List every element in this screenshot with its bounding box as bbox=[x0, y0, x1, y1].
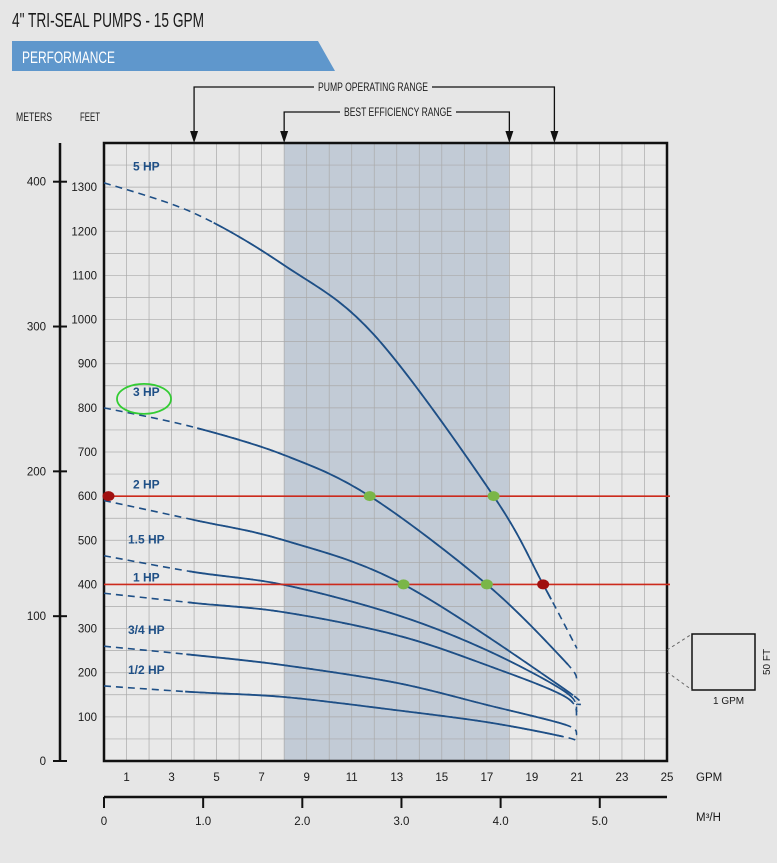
scale-box-width-label: 1 GPM bbox=[713, 696, 744, 707]
limit-point-red bbox=[102, 491, 115, 502]
page-title: 4" TRI-SEAL PUMPS - 15 GPM bbox=[12, 10, 204, 32]
scale-box-height-label: 50 FT bbox=[762, 649, 773, 675]
feet-tick-label: 600 bbox=[78, 491, 97, 503]
gpm-tick-label: 21 bbox=[571, 772, 584, 784]
plot-frame bbox=[102, 141, 669, 763]
meters-tick-label: 400 bbox=[27, 177, 46, 189]
gpm-tick-label: 15 bbox=[435, 772, 448, 784]
scale-box bbox=[691, 633, 756, 691]
meters-tick-label: 0 bbox=[40, 756, 46, 768]
pump-curve-1-2-hp bbox=[103, 685, 578, 743]
efficiency-point-green bbox=[363, 491, 376, 502]
curve-label: 3 HP bbox=[133, 385, 160, 399]
scale-leader-bottom bbox=[666, 671, 693, 691]
m3h-tick-label: 4.0 bbox=[493, 816, 509, 828]
feet-tick-label: 400 bbox=[78, 579, 97, 591]
meters-tick-label: 100 bbox=[27, 611, 46, 623]
curve-label: 5 HP bbox=[133, 160, 160, 174]
pump-curve-5-hp bbox=[103, 181, 578, 649]
feet-tick-label: 1000 bbox=[71, 315, 97, 327]
gpm-tick-label: 3 bbox=[168, 772, 174, 784]
feet-tick-label: 900 bbox=[78, 359, 97, 371]
gpm-tick-label: 5 bbox=[213, 772, 219, 784]
feet-tick-label: 800 bbox=[78, 403, 97, 415]
operating-range-bracket-arrow bbox=[190, 131, 199, 143]
feet-tick-label: 300 bbox=[78, 624, 97, 636]
feet-tick-label: 100 bbox=[78, 712, 97, 724]
pump-curve-1-5-hp bbox=[103, 554, 578, 713]
efficiency-point-green bbox=[397, 579, 410, 590]
section-title: PERFORMANCE bbox=[22, 48, 115, 67]
m3h-tick-label: 3.0 bbox=[393, 816, 409, 828]
efficiency-range-bracket-arrow bbox=[505, 131, 514, 143]
curve-label: 3/4 HP bbox=[128, 623, 165, 637]
gpm-tick-label: 7 bbox=[258, 772, 264, 784]
gpm-tick-label: 19 bbox=[525, 772, 538, 784]
feet-tick-label: 1200 bbox=[71, 226, 97, 238]
efficiency-range-bracket-arrow bbox=[280, 131, 289, 143]
efficiency-range-label: BEST EFFICIENCY RANGE bbox=[344, 107, 452, 119]
pump-curve-1-hp bbox=[103, 592, 578, 719]
limit-point-red bbox=[537, 579, 550, 590]
feet-tick-label: 700 bbox=[78, 447, 97, 459]
gpm-tick-label: 11 bbox=[346, 772, 358, 784]
m3h-axis-label: M³/H bbox=[696, 812, 721, 824]
gpm-tick-label: 25 bbox=[661, 772, 674, 784]
operating-range-label: PUMP OPERATING RANGE bbox=[318, 82, 428, 94]
highlight-circle bbox=[116, 382, 172, 415]
feet-tick-label: 1100 bbox=[72, 270, 97, 282]
gpm-tick-label: 9 bbox=[303, 772, 309, 784]
curve-label: 2 HP bbox=[133, 478, 160, 492]
meters-axis-label: METERS bbox=[16, 112, 52, 124]
gpm-tick-label: 17 bbox=[480, 772, 493, 784]
efficiency-point-green bbox=[487, 491, 500, 502]
feet-tick-label: 500 bbox=[78, 535, 97, 547]
m3h-tick-label: 0 bbox=[101, 816, 107, 828]
feet-tick-label: 1300 bbox=[71, 182, 97, 194]
operating-range-bracket bbox=[193, 86, 556, 137]
feet-axis-label: FEET bbox=[80, 112, 100, 124]
meters-tick-label: 300 bbox=[27, 322, 46, 334]
operating-range-bracket-arrow bbox=[550, 131, 559, 143]
feet-tick-label: 200 bbox=[78, 668, 97, 680]
pump-curve-2-hp bbox=[103, 499, 583, 706]
meters-tick-label: 200 bbox=[27, 466, 46, 478]
section-banner bbox=[12, 41, 335, 71]
m3h-tick-label: 2.0 bbox=[294, 816, 310, 828]
curve-label: 1 HP bbox=[133, 570, 160, 584]
efficiency-range-bracket bbox=[283, 111, 511, 137]
gpm-axis-label: GPM bbox=[696, 772, 722, 784]
pump-curve-3-4-hp bbox=[103, 645, 578, 736]
m3h-tick-label: 5.0 bbox=[592, 816, 608, 828]
efficiency-point-green bbox=[480, 579, 493, 590]
gpm-tick-label: 13 bbox=[390, 772, 403, 784]
m3h-tick-label: 1.0 bbox=[195, 816, 211, 828]
gpm-tick-label: 23 bbox=[616, 772, 629, 784]
curve-label: 1/2 HP bbox=[128, 663, 165, 677]
curve-label: 1.5 HP bbox=[128, 533, 165, 547]
gpm-tick-label: 1 bbox=[123, 772, 129, 784]
scale-leader-top bbox=[666, 633, 693, 651]
